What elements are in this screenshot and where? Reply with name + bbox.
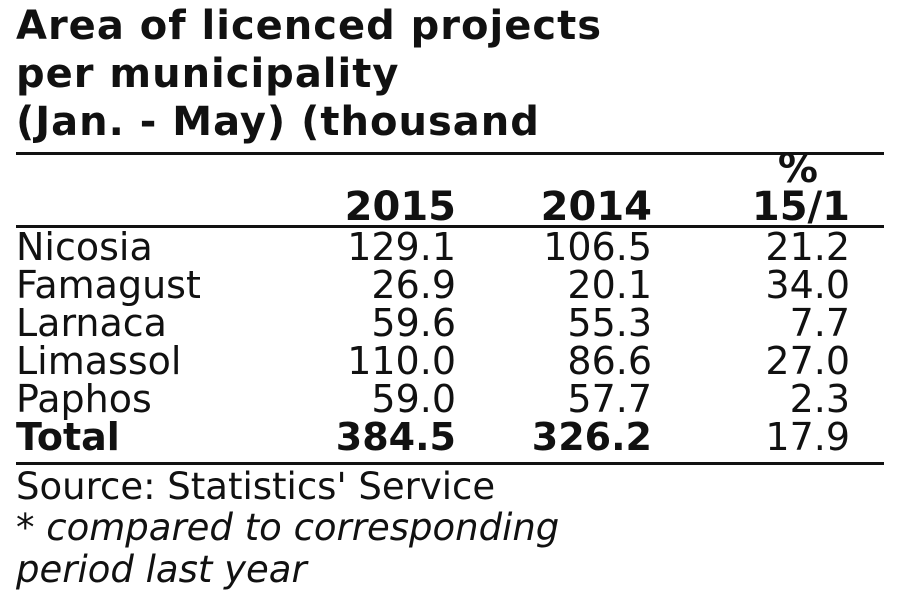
row-label: Larnaca — [16, 301, 167, 345]
header-pct-top: % — [777, 146, 818, 192]
cell-2014: 20.1 — [567, 263, 652, 307]
cell-2014: 55.3 — [567, 301, 652, 345]
total-2014: 326.2 — [531, 415, 652, 459]
cell-pct: 21.2 — [765, 225, 850, 269]
header-rule — [16, 225, 884, 228]
table-title: Area of licenced projects per municipali… — [16, 0, 884, 146]
title-line-2: per municipality — [16, 51, 400, 97]
footnote-line-1: * compared to corresponding — [16, 506, 560, 549]
table-header: 2015 2014 % 15/1 — [16, 149, 884, 230]
top-rule — [16, 152, 884, 155]
total-2015: 384.5 — [335, 415, 456, 459]
table-card: Area of licenced projects per municipali… — [16, 0, 884, 591]
total-row: Total 384.5 326.2 17.9 — [16, 418, 884, 456]
cell-pct: 27.0 — [765, 339, 850, 383]
header-pct-bottom: 15/1 — [751, 184, 850, 230]
cell-2015: 59.0 — [371, 377, 456, 421]
cell-2015: 26.9 — [371, 263, 456, 307]
table-row: Limassol 110.0 86.6 27.0 — [16, 342, 884, 380]
source-note: Source: Statistics' Service — [16, 465, 496, 508]
table-row: Famagust 26.9 20.1 34.0 — [16, 266, 884, 304]
title-line-3: (Jan. - May) (thousand — [16, 99, 540, 145]
cell-2015: 59.6 — [371, 301, 456, 345]
table-row: Nicosia 129.1 106.5 21.2 — [16, 228, 884, 266]
header-2015: 2015 — [344, 184, 456, 230]
table-body: Nicosia 129.1 106.5 21.2 Famagust 26.9 2… — [16, 228, 884, 456]
cell-2015: 110.0 — [347, 339, 456, 383]
total-pct: 17.9 — [765, 415, 850, 459]
table-row: Larnaca 59.6 55.3 7.7 — [16, 304, 884, 342]
total-label: Total — [16, 415, 120, 459]
table-row: Paphos 59.0 57.7 2.3 — [16, 380, 884, 418]
row-label: Nicosia — [16, 225, 153, 269]
cell-pct: 2.3 — [789, 377, 850, 421]
cell-2014: 57.7 — [567, 377, 652, 421]
bottom-rule — [16, 462, 884, 465]
row-label: Paphos — [16, 377, 152, 421]
cell-2014: 86.6 — [567, 339, 652, 383]
cell-pct: 34.0 — [765, 263, 850, 307]
footnote-line-2: period last year — [16, 548, 307, 591]
title-line-1: Area of licenced projects — [16, 3, 602, 49]
row-label: Famagust — [16, 263, 201, 307]
cell-pct: 7.7 — [789, 301, 850, 345]
cell-2014: 106.5 — [543, 225, 652, 269]
cell-2015: 129.1 — [347, 225, 456, 269]
header-2014: 2014 — [540, 184, 652, 230]
row-label: Limassol — [16, 339, 182, 383]
